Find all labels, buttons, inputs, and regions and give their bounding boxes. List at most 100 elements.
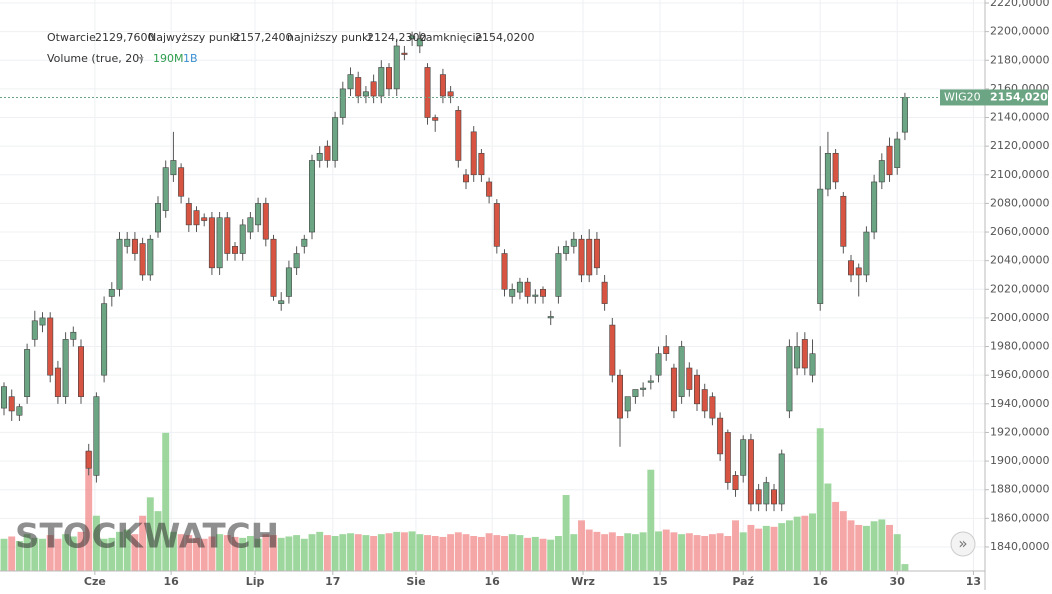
y-tick-label: 2200,0000 xyxy=(990,25,1050,38)
scroll-button[interactable]: » xyxy=(950,531,976,557)
candle-body xyxy=(755,489,762,505)
candle-body xyxy=(447,91,454,97)
candle-body xyxy=(170,160,177,176)
x-tick-label: 16 xyxy=(485,575,501,588)
y-tick-label: 2020,0000 xyxy=(990,282,1050,295)
y-tick-label: 1880,0000 xyxy=(990,483,1050,496)
candle-body xyxy=(370,81,377,97)
candle-body xyxy=(863,231,870,276)
scroll-button-icon[interactable]: » xyxy=(958,535,967,553)
volume-bar xyxy=(647,469,655,571)
volume-bar xyxy=(0,538,8,571)
candle-body xyxy=(124,238,131,247)
candle-body xyxy=(732,475,739,490)
y-tick-label: 2140,0000 xyxy=(990,111,1050,124)
volume-bar xyxy=(393,531,401,571)
volume-layer xyxy=(0,428,909,571)
y-tick-label: 1900,0000 xyxy=(990,454,1050,467)
volume-ma: 1B xyxy=(183,52,198,65)
y-tick-label: 2040,0000 xyxy=(990,254,1050,267)
y-tick-label: 1860,0000 xyxy=(990,511,1050,524)
candle-body xyxy=(62,339,69,397)
candle-body xyxy=(886,145,893,176)
x-tick-label: 30 xyxy=(890,575,906,588)
volume-bar xyxy=(62,534,70,571)
candle-body xyxy=(794,346,801,369)
volume-bar xyxy=(708,534,716,571)
volume-bar xyxy=(239,537,247,571)
dropdown-icon[interactable] xyxy=(138,57,144,60)
volume-bar xyxy=(701,536,709,571)
candle-body xyxy=(740,439,747,476)
volume-bar xyxy=(809,513,816,571)
x-tick-label: 13 xyxy=(966,575,981,588)
volume-bar xyxy=(31,537,39,571)
volume-bar xyxy=(685,533,693,571)
volume-bar xyxy=(816,428,824,571)
volume-bar xyxy=(347,533,354,571)
candle-body xyxy=(540,288,547,297)
candle-body xyxy=(93,396,100,476)
candle-body xyxy=(501,253,508,290)
volume-bar xyxy=(246,536,254,571)
low-label: najniższy punkt xyxy=(287,31,373,44)
candle-body xyxy=(424,67,431,118)
candle-body xyxy=(193,210,200,226)
volume-bar xyxy=(223,535,231,571)
candle-body xyxy=(678,346,685,397)
volume-bar xyxy=(893,534,901,571)
volume-bar xyxy=(39,538,46,571)
x-tick-label: Cze xyxy=(84,575,106,588)
volume-bar xyxy=(516,535,524,571)
volume-bar xyxy=(169,531,177,571)
last-price-symbol: WIG20 xyxy=(944,90,981,103)
candle-body xyxy=(570,238,577,247)
candle-body xyxy=(686,367,693,390)
candle-body xyxy=(155,203,162,233)
x-tick-label: 17 xyxy=(325,575,340,588)
volume-bar xyxy=(146,497,154,571)
volume-bar xyxy=(539,538,547,571)
candle-body xyxy=(463,174,470,183)
volume-bar xyxy=(277,537,285,571)
candle-body xyxy=(486,181,493,197)
close-value: 2154,0200 xyxy=(475,31,535,44)
volume-bar xyxy=(77,531,85,571)
candle-body xyxy=(655,353,662,376)
candle-body xyxy=(439,74,446,97)
volume-bar xyxy=(624,533,632,571)
watermark: STOCKWATCH xyxy=(15,517,279,557)
candle-body xyxy=(894,138,901,168)
candle-body xyxy=(717,417,724,455)
volume-bar xyxy=(462,534,470,571)
axes: 1840,0000 1860,0000 1880,0000 1900,0000 1920… xyxy=(84,0,1050,588)
volume-bar xyxy=(308,534,316,571)
candle-body xyxy=(555,253,562,297)
candle-body xyxy=(239,224,246,254)
candle-body xyxy=(747,439,754,505)
candle-body xyxy=(8,396,15,412)
volume-bar xyxy=(69,536,77,571)
candle-body xyxy=(70,331,77,340)
candle-body xyxy=(393,45,400,90)
x-tick-label: 15 xyxy=(652,575,667,588)
volume-bar xyxy=(470,536,478,571)
volume-bar xyxy=(847,520,855,571)
x-tick-label: Paź xyxy=(732,575,754,588)
volume-bar xyxy=(578,520,585,571)
last-price-box xyxy=(940,89,1048,106)
y-tick-label: 1840,0000 xyxy=(990,540,1050,553)
volume-bar xyxy=(755,528,763,571)
candle-body xyxy=(116,238,123,290)
volume-bar xyxy=(177,534,185,571)
candle-body xyxy=(724,432,731,483)
volume-bar xyxy=(778,523,786,571)
volume-bar xyxy=(293,535,301,571)
candle-body xyxy=(640,387,647,390)
volume-bar xyxy=(839,511,847,571)
y-tick-label: 1980,0000 xyxy=(990,340,1050,353)
candle-body xyxy=(285,267,292,297)
candle-body xyxy=(78,346,85,397)
scroll-button-circle[interactable] xyxy=(950,531,976,557)
